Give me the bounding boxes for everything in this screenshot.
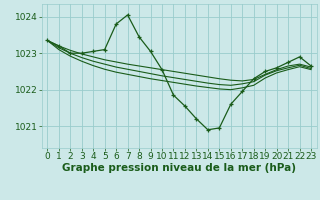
X-axis label: Graphe pression niveau de la mer (hPa): Graphe pression niveau de la mer (hPa) (62, 163, 296, 173)
